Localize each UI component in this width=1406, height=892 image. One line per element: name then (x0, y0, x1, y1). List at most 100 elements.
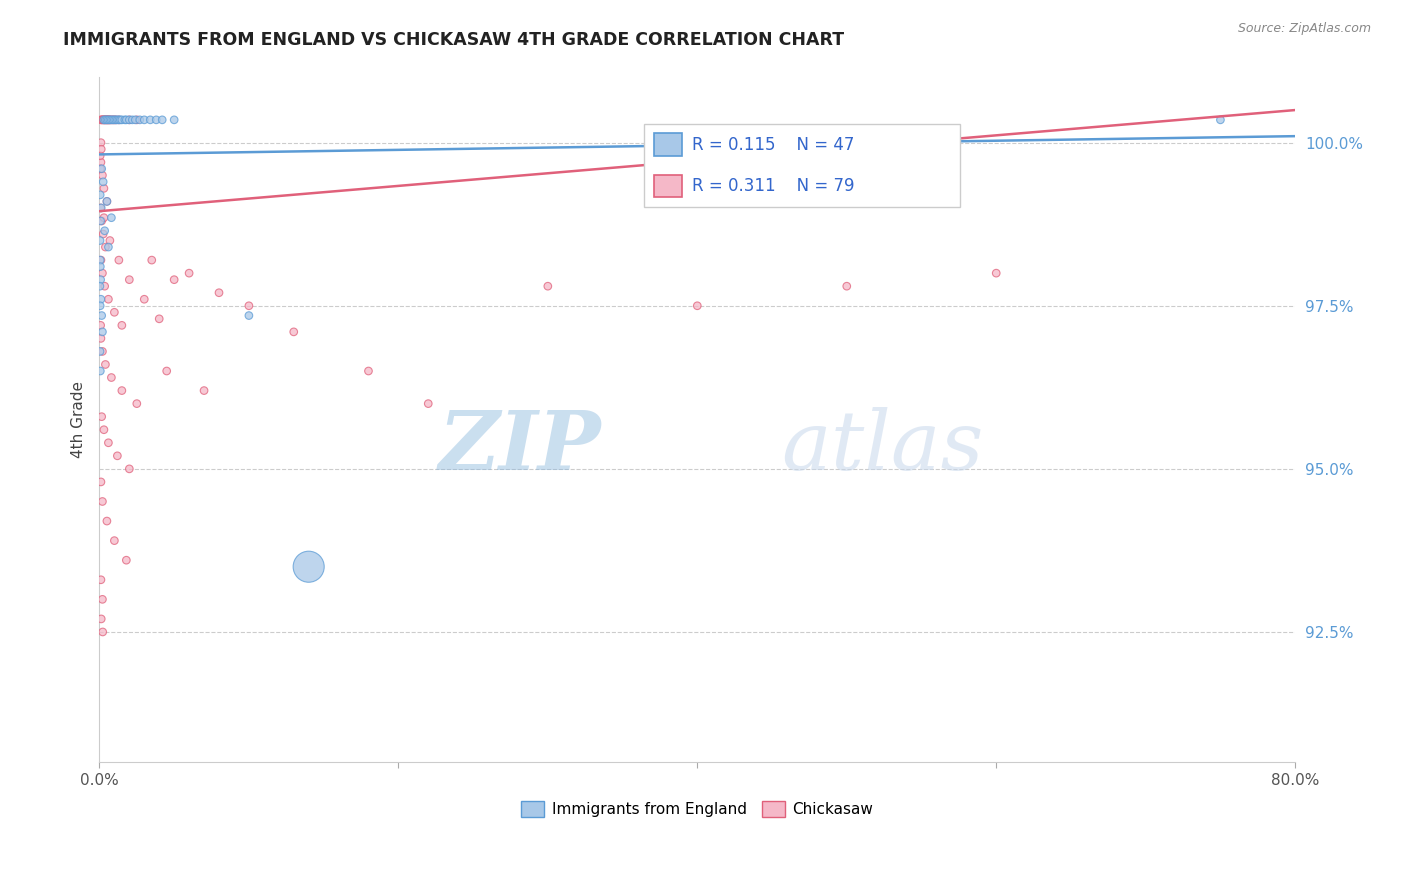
Point (97, 112, 120, 127)
Point (118, 462, 141, 476)
Point (90, 475, 112, 489)
Point (118, 112, 141, 127)
Point (298, 559, 321, 574)
Point (283, 325, 305, 339)
Text: Source: ZipAtlas.com: Source: ZipAtlas.com (1237, 22, 1371, 36)
Point (93, 211, 115, 225)
Point (96, 194, 118, 209)
Point (125, 112, 148, 127)
Point (93, 181, 115, 195)
Point (96, 112, 118, 127)
Point (94, 112, 117, 127)
Point (98, 112, 121, 127)
Point (418, 396, 440, 410)
Point (93, 423, 115, 437)
Point (128, 112, 150, 127)
Point (163, 112, 186, 127)
Text: atlas: atlas (780, 408, 983, 487)
Point (90, 612, 112, 626)
Point (100, 211, 122, 225)
Point (115, 553, 138, 567)
Point (103, 112, 125, 127)
Point (103, 533, 125, 548)
Point (93, 112, 115, 127)
Point (94, 240, 117, 254)
Point (90, 273, 112, 287)
Point (90, 253, 112, 268)
Point (835, 279, 858, 293)
Point (103, 305, 125, 319)
Point (97, 435, 120, 450)
Point (91, 169, 114, 183)
Point (93, 112, 115, 127)
Point (97, 240, 120, 254)
Point (90, 573, 112, 587)
Point (238, 299, 260, 313)
Point (91, 112, 114, 127)
Point (103, 112, 125, 127)
Point (98, 112, 121, 127)
Point (156, 364, 179, 378)
Point (141, 253, 163, 268)
Point (89, 299, 111, 313)
Point (96, 112, 118, 127)
Point (90, 161, 112, 176)
Point (105, 112, 128, 127)
Point (90, 136, 112, 150)
Text: ZIP: ZIP (439, 408, 602, 487)
Legend: Immigrants from England, Chickasaw: Immigrants from England, Chickasaw (515, 795, 880, 823)
Point (208, 285, 231, 300)
Point (91, 624, 114, 639)
Point (91, 175, 114, 189)
Point (537, 279, 560, 293)
Point (139, 112, 162, 127)
Point (91, 227, 114, 241)
Point (111, 384, 134, 398)
Point (91, 344, 114, 359)
Point (148, 311, 170, 326)
Point (357, 364, 380, 378)
Point (90, 292, 112, 306)
Point (121, 112, 143, 127)
Point (90, 112, 112, 127)
Point (94, 358, 117, 372)
Point (89, 253, 111, 268)
Point (96, 112, 118, 127)
Point (118, 112, 141, 127)
Point (90, 214, 112, 228)
Point (90, 201, 112, 215)
Point (115, 112, 138, 127)
Point (89, 260, 111, 274)
Point (125, 396, 148, 410)
Point (104, 112, 127, 127)
Point (179, 266, 201, 280)
Text: R = 0.311    N = 79: R = 0.311 N = 79 (692, 177, 855, 195)
Point (97, 112, 120, 127)
Point (110, 112, 132, 127)
Point (89, 364, 111, 378)
Point (89, 344, 111, 359)
Point (90, 155, 112, 169)
Point (108, 253, 131, 268)
Point (98, 234, 121, 248)
Point (105, 449, 128, 463)
Point (91, 266, 114, 280)
Point (193, 384, 215, 398)
Point (100, 112, 122, 127)
Point (96, 514, 118, 528)
Point (111, 318, 134, 333)
Point (145, 112, 167, 127)
Point (101, 112, 124, 127)
Point (90, 201, 112, 215)
Point (93, 112, 115, 127)
Point (90, 318, 112, 333)
Point (91, 592, 114, 607)
Point (1209, 112, 1232, 127)
Text: R = 0.115    N = 47: R = 0.115 N = 47 (692, 136, 853, 153)
Point (90, 112, 112, 127)
Point (90, 331, 112, 345)
Point (134, 112, 156, 127)
Point (986, 266, 1008, 280)
Point (118, 273, 141, 287)
Point (150, 112, 173, 127)
